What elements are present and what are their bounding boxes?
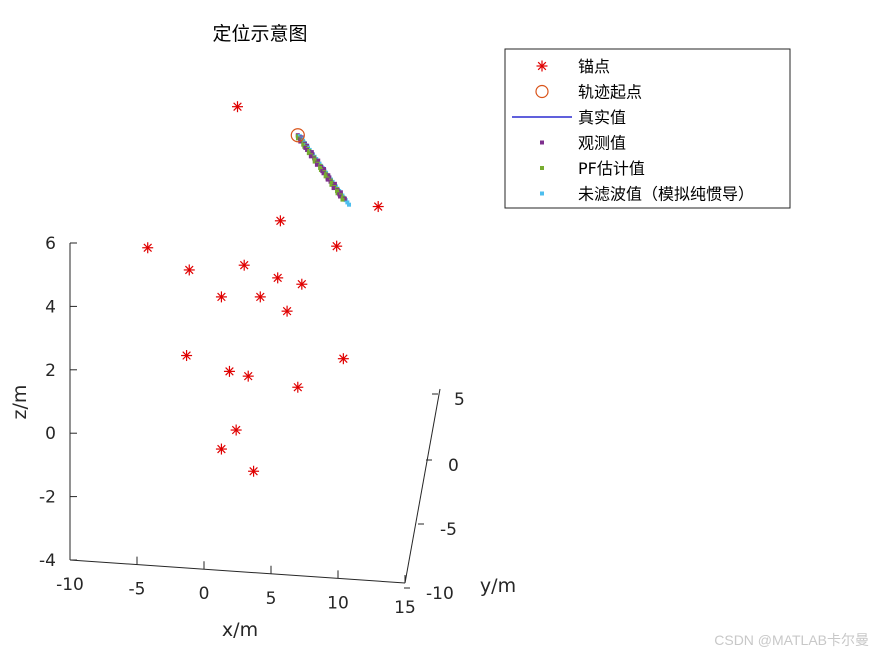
- legend-entry-label: 真实值: [578, 108, 626, 127]
- x-tick-label: 5: [266, 589, 277, 609]
- anchor-point: [296, 278, 308, 290]
- legend-entry-label: 观测值: [578, 134, 626, 153]
- pf-estimate-point: [329, 180, 334, 185]
- anchor-point: [331, 240, 343, 252]
- legend-entry-label: 未滤波值（模拟纯惯导）: [578, 185, 754, 204]
- anchor-point: [142, 242, 154, 254]
- anchor-point: [223, 365, 235, 377]
- observation-point: [331, 186, 336, 191]
- observation-point: [308, 154, 313, 159]
- unfiltered-point: [347, 202, 352, 207]
- legend-marker-circle: [535, 84, 549, 99]
- x-tick-label: 0: [199, 584, 210, 604]
- pf-estimate-point: [329, 182, 334, 187]
- anchor-point: [337, 353, 349, 365]
- axes: [69, 242, 441, 589]
- z-tick-label: 0: [45, 424, 56, 444]
- y-tick-label: 5: [454, 390, 465, 410]
- unfiltered-point: [345, 200, 350, 205]
- legend-entry-label: 轨迹起点: [578, 83, 642, 102]
- z-tick-label: 6: [45, 234, 56, 254]
- anchor-point: [181, 350, 193, 362]
- x-tick-label: 10: [327, 593, 349, 613]
- legend-entry-label: PF估计值: [578, 159, 645, 178]
- anchor-point: [254, 291, 266, 303]
- anchor-point: [272, 272, 284, 284]
- anchor-point: [183, 264, 195, 276]
- pf-estimate-point: [324, 172, 329, 177]
- legend-box: [504, 48, 791, 209]
- y-tick-label: -5: [440, 520, 457, 540]
- y-axis-line: [404, 388, 441, 584]
- z-tick-label: 4: [45, 297, 56, 317]
- anchor-point: [230, 424, 242, 436]
- pf-estimate-point: [301, 142, 306, 147]
- anchor-point: [215, 443, 227, 455]
- anchor-point: [372, 201, 384, 213]
- x-tick-label: 15: [394, 598, 416, 618]
- observation-point: [325, 177, 330, 182]
- legend-entry-label: 锚点: [578, 57, 610, 76]
- y-tick-label: -10: [426, 584, 454, 604]
- anchor-point: [281, 305, 293, 317]
- watermark: CSDN @MATLAB卡尔曼: [714, 632, 869, 648]
- pf-estimate-point: [296, 136, 301, 141]
- trajectory-start-marker: [290, 128, 305, 143]
- pf-estimate-point: [307, 149, 312, 154]
- y-axis-label: y/m: [480, 575, 516, 597]
- anchor-point: [292, 381, 304, 393]
- pf-estimate-point: [323, 174, 328, 179]
- observation-point: [321, 171, 326, 176]
- chart-title: 定位示意图: [212, 23, 307, 45]
- legend-marker-square: [540, 166, 544, 170]
- observation-point: [338, 194, 343, 199]
- x-axis-line: [69, 559, 406, 584]
- anchor-point: [242, 370, 254, 382]
- pf-estimate-point: [335, 189, 340, 194]
- observation-point: [320, 169, 325, 174]
- anchor-point: [238, 259, 250, 271]
- z-tick-label: -4: [39, 551, 56, 571]
- x-tick-label: -5: [129, 580, 146, 600]
- observation-point: [338, 190, 343, 195]
- pf-estimate-point: [312, 159, 317, 164]
- pf-estimate-point: [306, 151, 311, 156]
- anchor-point: [215, 291, 227, 303]
- observation-point: [322, 167, 327, 172]
- z-tick-label: 2: [45, 361, 56, 381]
- anchor-point: [274, 215, 286, 227]
- pf-estimate-point: [318, 165, 323, 170]
- plot-area: [142, 101, 384, 477]
- x-tick-label: -10: [56, 575, 84, 595]
- anchor-point: [248, 465, 260, 477]
- z-tick-label: -2: [39, 488, 56, 508]
- legend-marker-square: [540, 140, 544, 145]
- observation-point: [326, 173, 331, 178]
- tick-labels: -10 -5 0 5 10 15 -10 -5 0 5 -4 -2 0 2 4 6: [39, 234, 465, 618]
- z-axis-label: z/m: [9, 385, 31, 420]
- observation-point: [316, 158, 321, 163]
- legend-marker-asterisk: [536, 60, 548, 72]
- observation-point: [314, 162, 319, 167]
- anchor-point: [232, 101, 243, 113]
- observation-point: [309, 150, 314, 155]
- y-tick-label: 0: [448, 456, 459, 476]
- observation-point: [303, 145, 308, 150]
- pf-estimate-point: [312, 157, 317, 162]
- observation-point: [342, 196, 347, 201]
- observation-point: [305, 148, 310, 153]
- observation-point: [332, 181, 337, 186]
- pf-estimate-point: [340, 197, 345, 202]
- x-axis-label: x/m: [222, 619, 258, 641]
- legend-marker-square: [540, 191, 544, 196]
